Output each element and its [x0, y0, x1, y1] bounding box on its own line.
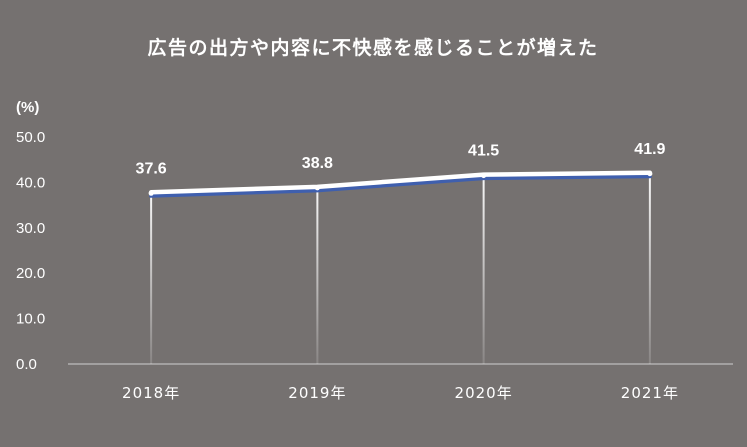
data-point — [481, 173, 487, 179]
y-tick-label: 30.0 — [16, 220, 45, 237]
x-tick-label: 2021年 — [621, 384, 679, 402]
drop-line — [316, 187, 319, 364]
data-label: 41.9 — [634, 141, 665, 158]
series-line-shadow — [149, 174, 652, 198]
data-point — [148, 190, 154, 196]
x-tick-label: 2019年 — [288, 384, 346, 402]
chart-title: 広告の出方や内容に不快感を感じることが増えた — [147, 36, 598, 59]
data-label: 41.5 — [468, 143, 499, 160]
drop-line — [482, 175, 485, 364]
data-labels: 37.6 38.8 41.5 41.9 — [136, 141, 666, 178]
drop-lines — [150, 173, 651, 364]
series-line — [148, 170, 653, 195]
x-tick-label: 2020年 — [455, 384, 513, 402]
data-point — [647, 171, 653, 177]
y-axis-ticks: 0.0 10.0 20.0 30.0 40.0 50.0 — [16, 129, 45, 373]
x-axis-ticks: 2018年 2019年 2020年 2021年 — [122, 384, 679, 402]
y-tick-label: 20.0 — [16, 265, 45, 282]
data-point — [314, 185, 320, 191]
y-tick-label: 50.0 — [16, 129, 45, 146]
data-label: 38.8 — [302, 155, 333, 172]
y-tick-label: 0.0 — [16, 356, 37, 373]
series-lines — [148, 170, 653, 198]
y-tick-label: 40.0 — [16, 174, 45, 191]
x-tick-label: 2018年 — [122, 384, 180, 402]
data-label: 37.6 — [136, 160, 167, 177]
y-unit-label: (%) — [16, 99, 39, 116]
drop-line — [648, 173, 651, 364]
drop-line — [150, 193, 153, 364]
y-tick-label: 10.0 — [16, 311, 45, 328]
